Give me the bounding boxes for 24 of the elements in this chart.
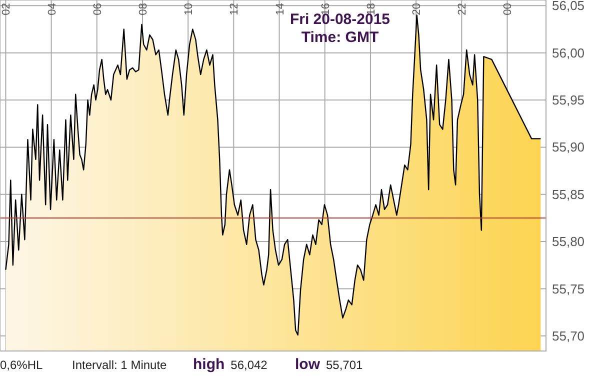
x-tick-label: 14 xyxy=(274,3,286,16)
x-tick-label: 04 xyxy=(46,3,58,16)
y-tick-label: 55,95 xyxy=(552,92,585,108)
text: Time: GMT xyxy=(301,29,379,46)
y-tick-label: 56,00 xyxy=(552,45,585,60)
x-tick-label: 08 xyxy=(137,3,150,16)
x-tick-label: 06 xyxy=(92,3,104,16)
x-tick-label: 10 xyxy=(183,3,196,16)
x-tick-label: 16 xyxy=(320,3,332,16)
y-tick-label: 55,70 xyxy=(552,328,585,344)
y-tick-label: 55,90 xyxy=(552,140,585,155)
text: low 55,701 xyxy=(295,356,364,373)
x-tick-label: 12 xyxy=(228,3,241,16)
x-tick-label: 02 xyxy=(0,3,13,16)
text: 0,6%HL xyxy=(0,358,44,372)
y-tick-label: 56,05 xyxy=(552,0,585,14)
y-tick-label: 55,75 xyxy=(552,281,585,296)
text: high 56,042 xyxy=(193,356,268,373)
x-tick-label: 20 xyxy=(411,3,424,16)
x-tick-label: 22 xyxy=(456,3,469,16)
text: Intervall: 1 Minute xyxy=(72,358,168,372)
y-tick-label: 55,85 xyxy=(552,186,585,202)
y-tick-label: 55,80 xyxy=(552,234,585,250)
x-tick-label: 00 xyxy=(502,3,514,16)
